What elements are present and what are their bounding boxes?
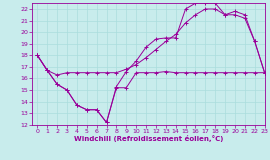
X-axis label: Windchill (Refroidissement éolien,°C): Windchill (Refroidissement éolien,°C) — [74, 135, 223, 142]
